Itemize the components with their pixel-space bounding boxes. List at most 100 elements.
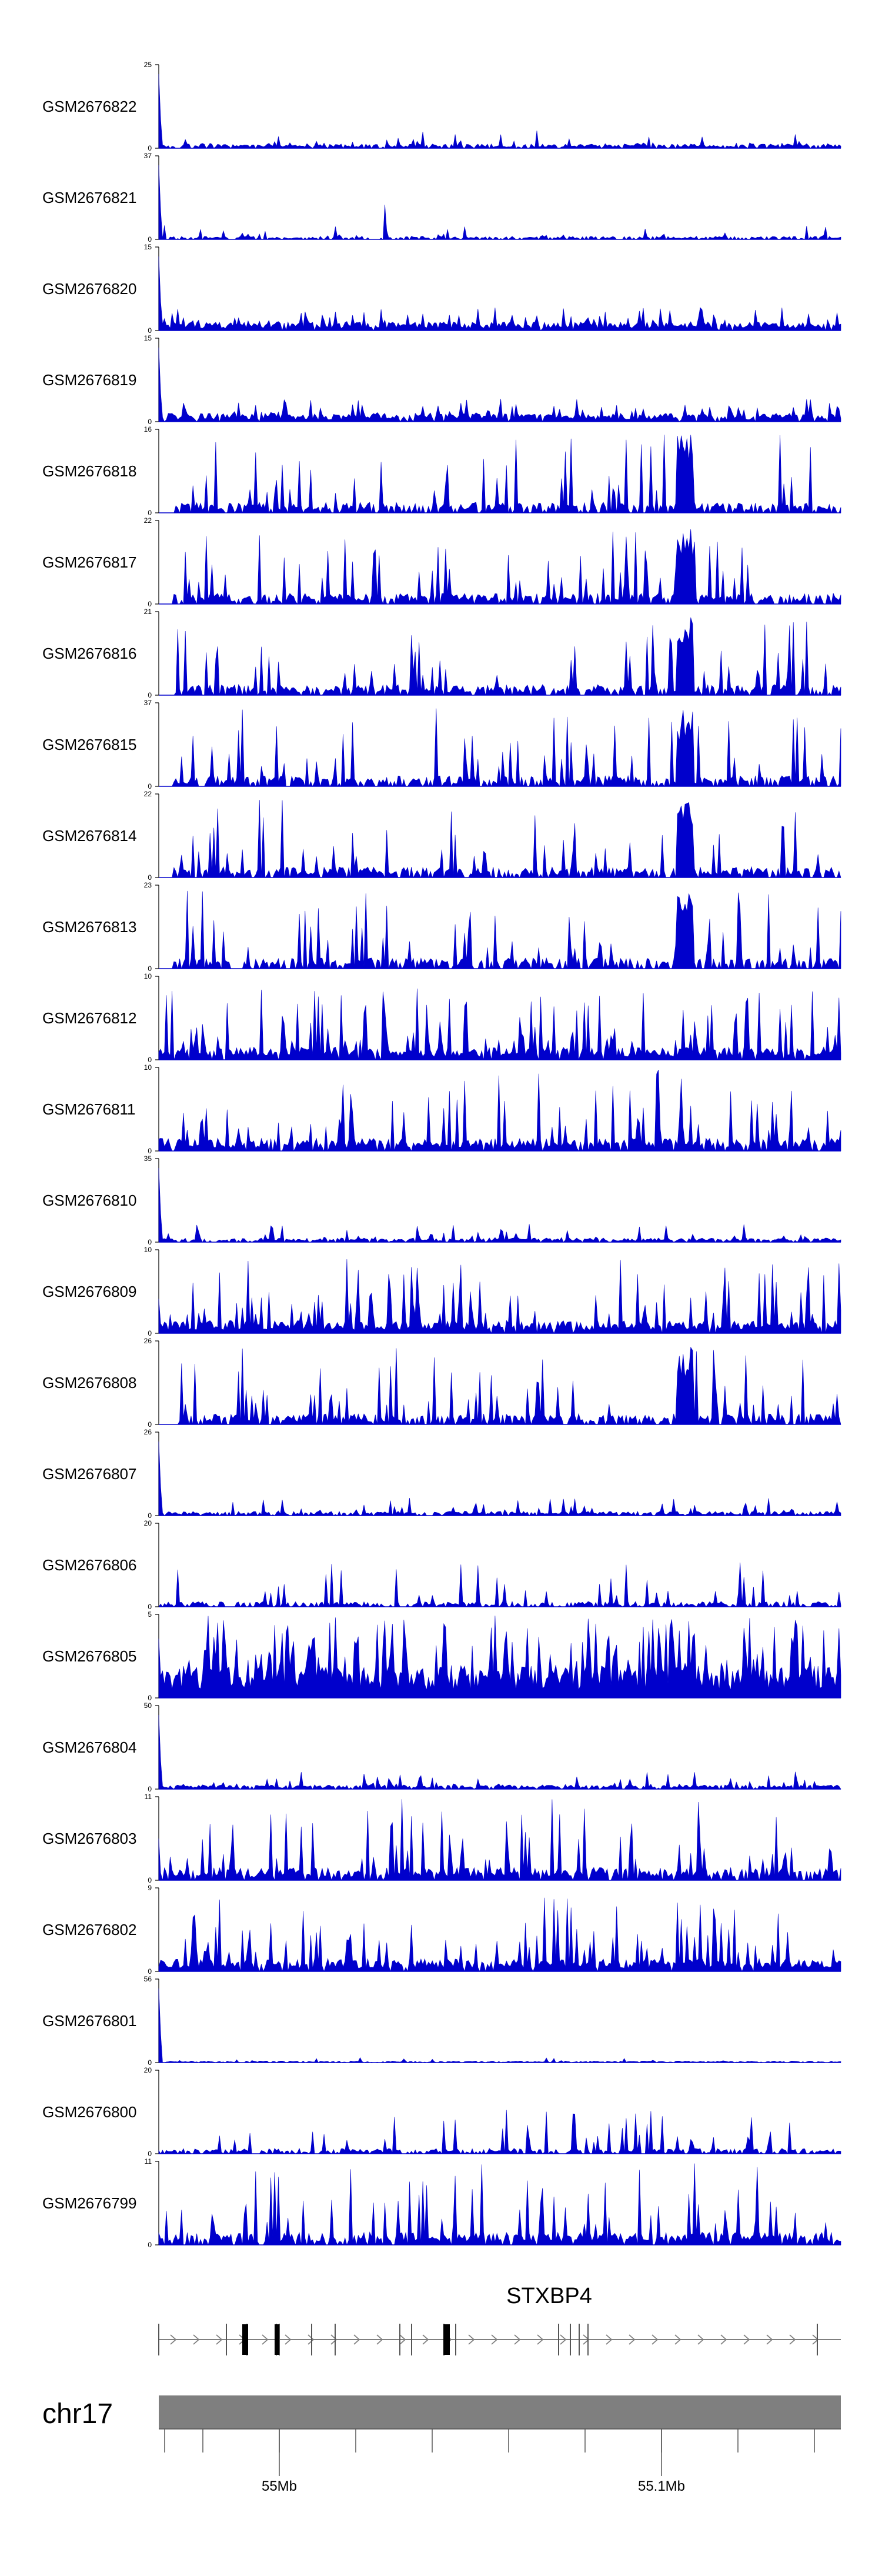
chromosome-bar: [159, 2395, 841, 2429]
track-ymax-label: 21: [144, 608, 152, 616]
coding-exon: [275, 2324, 279, 2355]
coverage-area: [159, 435, 841, 514]
track-sample-label: GSM2676819: [42, 371, 136, 389]
track-ymax-label: 25: [144, 61, 152, 69]
coverage-area: [159, 800, 841, 879]
track-sample-label: GSM2676815: [42, 736, 136, 753]
genomic-axis: 55Mb 55.1Mb: [159, 2428, 841, 2494]
coverage-track: GSM2676813 23 0: [42, 881, 841, 973]
coverage-area: [158, 1714, 841, 1790]
coverage-track: GSM2676806 20 0: [42, 1519, 841, 1611]
genomic-tick-label: 55.1Mb: [638, 2478, 685, 2494]
strand-arrow-icon: [422, 2334, 429, 2345]
track-sample-label: GSM2676808: [42, 1374, 136, 1392]
coverage-track: GSM2676815 37 0: [42, 699, 841, 790]
coverage-track: GSM2676810 35 0: [42, 1154, 841, 1246]
track-ymax-label: 9: [148, 1884, 152, 1892]
strand-arrow-icon: [330, 2334, 338, 2345]
coverage-track: GSM2676805 5 0: [42, 1610, 841, 1702]
chromosome-ideogram: chr17: [42, 2395, 841, 2430]
track-ymin-label: 0: [148, 1147, 152, 1155]
track-ymin-label: 0: [148, 1603, 152, 1611]
strand-arrow-icon: [514, 2334, 521, 2345]
coding-exon: [443, 2324, 450, 2355]
track-ymax-label: 22: [144, 516, 152, 525]
track-ymax-label: 11: [145, 2157, 152, 2165]
strand-arrow-icon: [743, 2334, 750, 2345]
coverage-area: [158, 1988, 841, 2063]
track-sample-label: GSM2676814: [42, 827, 136, 845]
track-ymax-label: 56: [144, 1975, 152, 1983]
track-sample-label: GSM2676818: [42, 462, 136, 480]
track-ymax-label: 20: [144, 2066, 152, 2074]
strand-arrow-icon: [652, 2334, 659, 2345]
track-ymin-label: 0: [148, 691, 152, 699]
coverage-track: GSM2676822 25 0: [42, 61, 841, 152]
track-sample-label: GSM2676805: [42, 1647, 136, 1665]
track-ymax-label: 10: [144, 1063, 152, 1072]
coverage-track: GSM2676809 10 0: [42, 1246, 841, 1337]
track-ymax-label: 35: [144, 1154, 152, 1163]
track-ymax-label: 26: [144, 1428, 152, 1436]
coding-exon: [242, 2324, 248, 2355]
coverage-area: [158, 256, 841, 332]
coverage-area: [159, 617, 841, 696]
track-ymax-label: 15: [144, 243, 152, 251]
coverage-area: [159, 708, 841, 788]
coverage-area: [158, 1799, 841, 1881]
coverage-track: GSM2676800 20 0: [42, 2066, 841, 2158]
track-ymin-label: 0: [148, 1420, 152, 1429]
coverage-area: [158, 1069, 841, 1152]
strand-arrow-icon: [606, 2334, 613, 2345]
coverage-track: GSM2676801 56 0: [42, 1975, 841, 2067]
track-ymin-label: 0: [148, 509, 152, 517]
strand-arrow-icon: [353, 2334, 360, 2345]
track-ymax-label: 50: [144, 1701, 152, 1710]
track-ymin-label: 0: [148, 2058, 152, 2067]
strand-arrow-icon: [376, 2334, 383, 2345]
track-sample-label: GSM2676807: [42, 1465, 136, 1483]
coverage-tracks: GSM2676822250GSM2676821370GSM2676820150G…: [42, 61, 841, 2249]
coverage-track: GSM2676802 9 0: [42, 1884, 841, 1976]
track-ymin-label: 0: [148, 1238, 152, 1246]
track-ymin-label: 0: [148, 326, 152, 335]
coverage-track: GSM2676812 10 0: [42, 972, 841, 1064]
strand-arrow-icon: [697, 2334, 704, 2345]
track-ymax-label: 26: [144, 1337, 152, 1345]
gene-name-label: STXBP4: [506, 2284, 592, 2308]
track-ymax-label: 10: [144, 972, 152, 980]
strand-arrow-icon: [629, 2334, 636, 2345]
coverage-track: GSM2676807 26 0: [42, 1428, 841, 1520]
coverage-track: GSM2676818 16 0: [42, 425, 841, 517]
track-sample-label: GSM2676820: [42, 280, 136, 298]
strand-arrow-icon: [789, 2334, 796, 2345]
strand-arrow-icon: [560, 2334, 567, 2345]
strand-arrow-icon: [262, 2334, 269, 2345]
track-ymin-label: 0: [148, 2241, 152, 2249]
strand-arrow-icon: [468, 2334, 475, 2345]
track-ymax-label: 10: [144, 1246, 152, 1254]
coverage-area: [158, 1441, 841, 1516]
coverage-area: [158, 165, 841, 241]
strand-arrow-icon: [170, 2334, 177, 2345]
strand-arrow-icon: [216, 2334, 223, 2345]
coverage-track: GSM2676817 22 0: [42, 516, 841, 608]
track-ymax-label: 16: [144, 425, 152, 433]
track-ymin-label: 0: [148, 965, 152, 973]
track-sample-label: GSM2676801: [42, 2012, 136, 2030]
track-ymin-label: 0: [148, 1876, 152, 1884]
coverage-track: GSM2676819 15 0: [42, 334, 841, 426]
track-sample-label: GSM2676822: [42, 98, 136, 115]
track-ymax-label: 22: [144, 790, 152, 798]
track-sample-label: GSM2676806: [42, 1556, 136, 1574]
track-ymin-label: 0: [148, 418, 152, 426]
track-ymax-label: 20: [144, 1519, 152, 1527]
strand-arrow-icon: [766, 2334, 773, 2345]
coverage-area: [159, 1346, 841, 1426]
track-ymin-label: 0: [148, 1785, 152, 1793]
track-ymax-label: 37: [144, 152, 152, 160]
track-sample-label: GSM2676816: [42, 645, 136, 662]
track-ymin-label: 0: [148, 2150, 152, 2158]
coverage-area: [158, 74, 841, 149]
strand-arrow-icon: [285, 2334, 292, 2345]
